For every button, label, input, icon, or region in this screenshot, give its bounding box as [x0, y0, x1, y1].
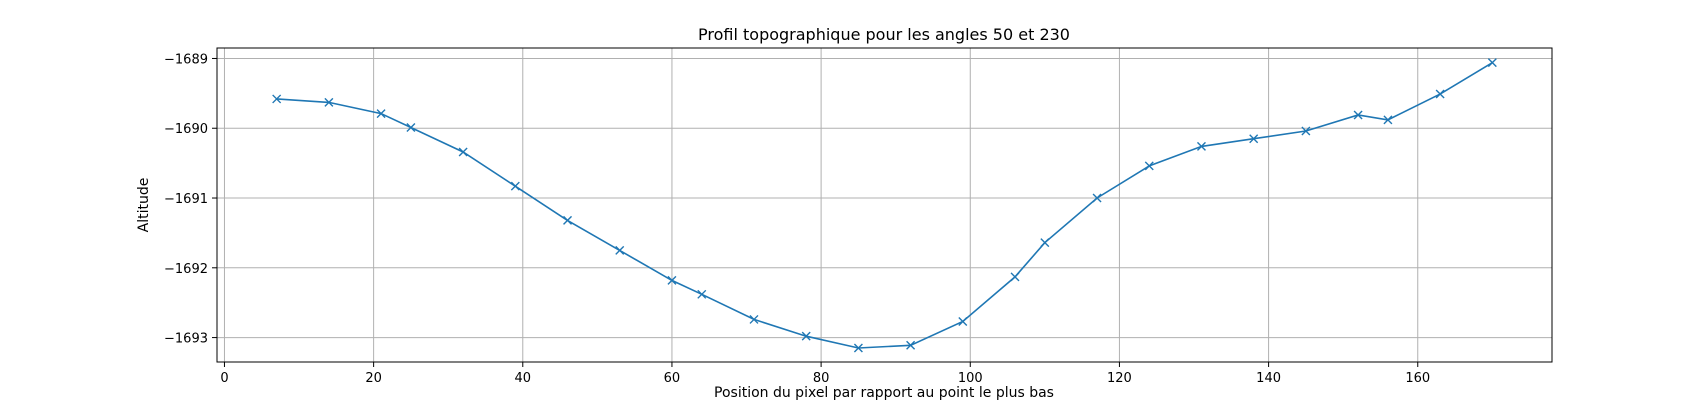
data-point-marker: [406, 123, 416, 133]
plot-frame: [216, 47, 1553, 363]
data-point-marker: [1010, 272, 1020, 282]
x-tick-label: 120: [1107, 371, 1132, 386]
y-tick-label: −1693: [164, 332, 208, 347]
y-axis-label: Altitude: [136, 178, 152, 233]
y-axis-ticks: −1689 −1690 −1691 −1692 −1693: [164, 52, 217, 347]
data-point-marker: [801, 331, 811, 341]
data-point-marker: [510, 181, 520, 191]
y-tick-label: −1691: [164, 192, 208, 207]
chart-title: Profil topographique pour les angles 50 …: [698, 25, 1070, 44]
data-point-marker: [1487, 58, 1497, 68]
data-point-marker: [563, 215, 573, 225]
profile-line: [276, 62, 1493, 349]
y-tick-label: −1692: [164, 262, 208, 277]
x-tick-label: 140: [1256, 371, 1281, 386]
data-point-marker: [667, 275, 677, 285]
data-point-marker: [1383, 115, 1393, 125]
data-point-marker: [1435, 89, 1445, 99]
data-point-marker: [1144, 161, 1154, 171]
x-tick-label: 100: [958, 371, 983, 386]
data-point-marker: [1301, 126, 1311, 136]
x-tick-label: 160: [1405, 371, 1430, 386]
data-point-marker: [1196, 141, 1206, 151]
x-tick-label: 20: [365, 371, 382, 386]
x-tick-label: 0: [220, 371, 228, 386]
data-point-marker: [376, 109, 386, 119]
x-tick-label: 60: [664, 371, 681, 386]
data-point-marker: [906, 340, 916, 350]
data-series-line: [276, 62, 1493, 349]
y-tick-label: −1690: [164, 122, 208, 137]
data-point-marker: [1249, 134, 1259, 144]
x-axis-label: Position du pixel par rapport au point l…: [714, 385, 1054, 400]
data-point-marker: [458, 147, 468, 157]
data-point-marker: [749, 314, 759, 324]
grid-lines: [217, 48, 1552, 362]
data-point-marker: [1040, 238, 1050, 248]
data-point-marker: [853, 343, 863, 353]
y-tick-label: −1689: [164, 52, 208, 67]
data-point-marker: [958, 317, 968, 327]
x-tick-label: 40: [515, 371, 532, 386]
data-point-marker: [1092, 193, 1102, 203]
data-markers: [272, 58, 1497, 353]
x-tick-label: 80: [813, 371, 830, 386]
data-point-marker: [615, 245, 625, 255]
data-point-marker: [1353, 110, 1363, 120]
data-point-marker: [272, 94, 282, 104]
data-point-marker: [324, 97, 334, 107]
x-axis-ticks: 0 20 40 60 80 100 120 140 160: [220, 362, 1430, 386]
data-point-marker: [697, 289, 707, 299]
